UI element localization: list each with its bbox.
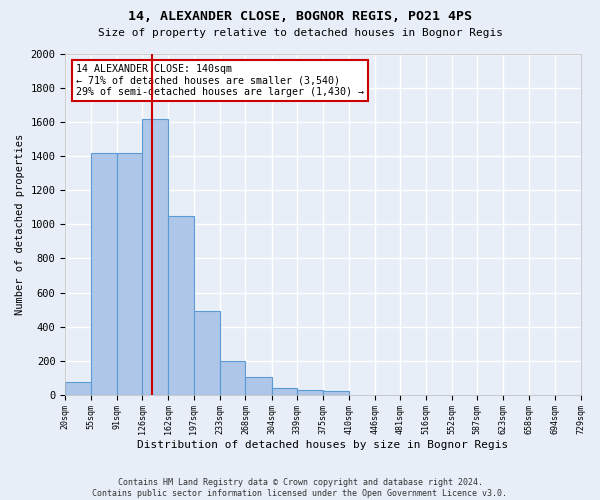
Bar [91, 153, 117, 394]
Text: 14, ALEXANDER CLOSE, BOGNOR REGIS, PO21 4PS: 14, ALEXANDER CLOSE, BOGNOR REGIS, PO21 … [128, 10, 472, 23]
Bar [142, 118, 169, 394]
Bar [194, 311, 220, 394]
Y-axis label: Number of detached properties: Number of detached properties [15, 134, 25, 315]
Bar [169, 216, 194, 394]
Text: Size of property relative to detached houses in Bognor Regis: Size of property relative to detached ho… [97, 28, 503, 38]
Bar [117, 153, 142, 394]
Bar [272, 388, 297, 394]
Bar [220, 360, 245, 394]
Bar [245, 377, 272, 394]
Text: Contains HM Land Registry data © Crown copyright and database right 2024.
Contai: Contains HM Land Registry data © Crown c… [92, 478, 508, 498]
Bar [323, 392, 349, 394]
Text: 14 ALEXANDER CLOSE: 140sqm
← 71% of detached houses are smaller (3,540)
29% of s: 14 ALEXANDER CLOSE: 140sqm ← 71% of deta… [76, 64, 364, 98]
Bar [297, 390, 323, 394]
Bar [65, 382, 91, 394]
X-axis label: Distribution of detached houses by size in Bognor Regis: Distribution of detached houses by size … [137, 440, 509, 450]
